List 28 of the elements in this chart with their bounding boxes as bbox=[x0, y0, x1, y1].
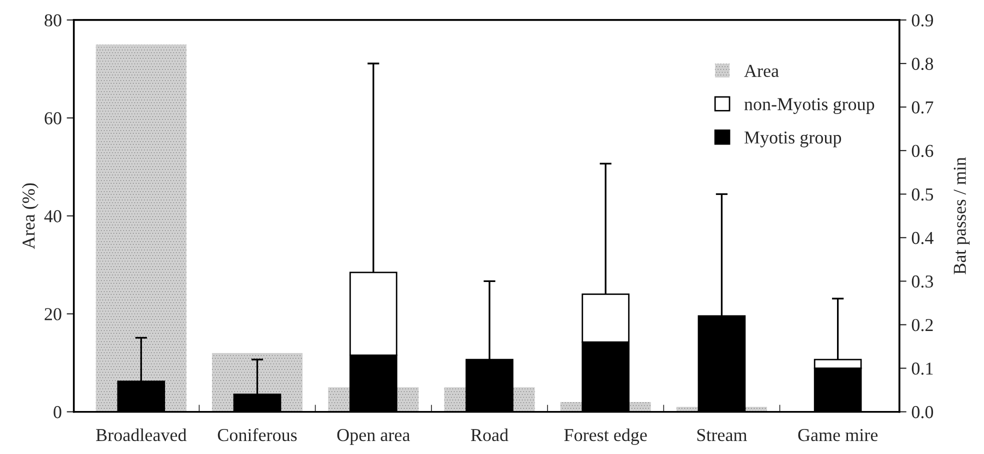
y2-tick-label: 0.5 bbox=[912, 188, 934, 201]
legend-label: non-Myotis group bbox=[744, 98, 874, 114]
x-tick-label: Road bbox=[470, 428, 508, 442]
x-tick-label: Coniferous bbox=[218, 428, 297, 442]
x-tick-label: Forest edge bbox=[564, 428, 647, 445]
y2-tick-label: 0.0 bbox=[912, 406, 934, 418]
y2-tick-label: 0.6 bbox=[912, 144, 934, 158]
x-tick-label: Game mire bbox=[798, 429, 878, 442]
y-tick-label: 40 bbox=[44, 210, 62, 222]
y-tick-label: 60 bbox=[44, 112, 62, 124]
legend-label: Myotis group bbox=[744, 131, 842, 148]
y-tick-label: 0 bbox=[54, 406, 62, 418]
x-tick-label: Broadleaved bbox=[96, 428, 187, 442]
y2-tick-label: 0.9 bbox=[912, 14, 934, 26]
y-tick-label: 80 bbox=[44, 14, 62, 26]
y2-tick-label: 0.8 bbox=[912, 58, 934, 70]
y2-tick-label: 0.2 bbox=[912, 318, 933, 332]
y2-tick-label: 0.7 bbox=[912, 101, 934, 114]
y2-tick-label: 0.3 bbox=[912, 275, 934, 288]
x-tick-label: Stream bbox=[697, 429, 748, 442]
y-axis-title: Area (%) bbox=[22, 183, 38, 250]
y2-tick-label: 0.1 bbox=[912, 362, 933, 375]
legend-label: Area bbox=[744, 64, 779, 78]
y-tick-label: 20 bbox=[44, 308, 62, 320]
y2-tick-label: 0.4 bbox=[912, 232, 934, 244]
x-tick-label: Open area bbox=[337, 429, 410, 445]
bar bbox=[96, 44, 186, 412]
y2-axis-title: Bat passes / min bbox=[954, 157, 970, 274]
